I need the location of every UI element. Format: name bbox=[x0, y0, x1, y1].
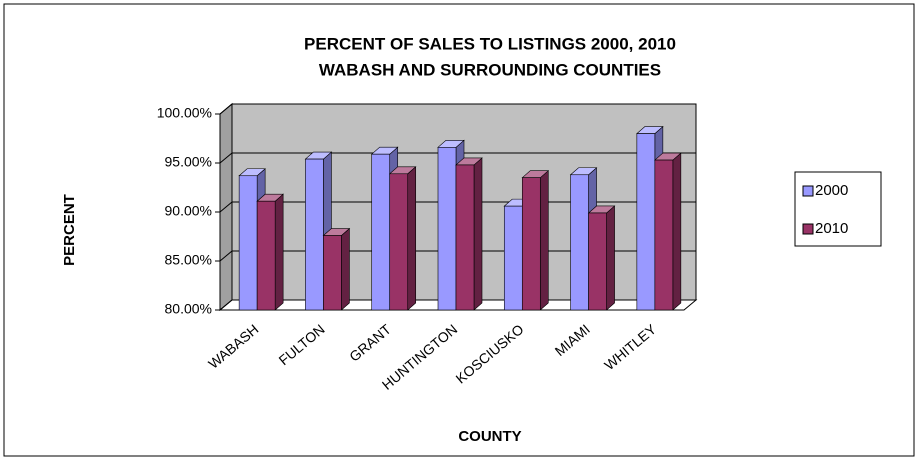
y-tick-label: 100.00% bbox=[157, 105, 212, 121]
legend-swatch bbox=[802, 185, 814, 197]
bar bbox=[322, 227, 351, 311]
y-tick-label: 85.00% bbox=[165, 252, 212, 268]
bar-front bbox=[323, 235, 342, 311]
bar bbox=[654, 152, 682, 311]
bar-front bbox=[238, 175, 258, 311]
bar-front bbox=[371, 153, 391, 311]
bar-side bbox=[274, 193, 284, 311]
bar-side bbox=[606, 205, 615, 311]
bar-side bbox=[407, 166, 417, 311]
bar-side bbox=[473, 157, 483, 311]
legend-label: 2010 bbox=[815, 220, 848, 237]
bar bbox=[455, 157, 483, 311]
bar-front bbox=[455, 164, 475, 311]
bar bbox=[256, 193, 284, 311]
bar-front bbox=[437, 147, 457, 311]
bar-front bbox=[389, 173, 409, 311]
bar-front bbox=[570, 174, 589, 311]
bar-side bbox=[539, 170, 549, 311]
legend-swatch bbox=[802, 223, 814, 235]
bar-front bbox=[305, 158, 324, 311]
bar-front bbox=[521, 177, 541, 311]
grid-line bbox=[219, 103, 696, 115]
bar bbox=[521, 170, 550, 311]
y-tick-label: 90.00% bbox=[165, 203, 212, 219]
chart-subtitle: WABASH AND SURROUNDING COUNTIES bbox=[319, 60, 661, 79]
bar-front bbox=[654, 159, 674, 311]
bar-side bbox=[672, 152, 682, 311]
y-tick-label: 80.00% bbox=[165, 301, 212, 317]
chart-title: PERCENT OF SALES TO LISTINGS 2000, 2010 bbox=[304, 34, 676, 53]
bar-front bbox=[636, 133, 656, 311]
bar bbox=[388, 166, 417, 311]
bar-side bbox=[341, 227, 350, 311]
bar-front bbox=[588, 212, 607, 311]
y-axis-title: PERCENT bbox=[61, 194, 78, 266]
legend-label: 2000 bbox=[815, 182, 848, 199]
grid-line bbox=[219, 152, 696, 164]
x-axis-title: COUNTY bbox=[458, 428, 521, 445]
y-tick-label: 95.00% bbox=[165, 154, 212, 170]
bar-front bbox=[503, 205, 523, 311]
bar bbox=[587, 205, 616, 311]
bar-front bbox=[256, 200, 276, 311]
